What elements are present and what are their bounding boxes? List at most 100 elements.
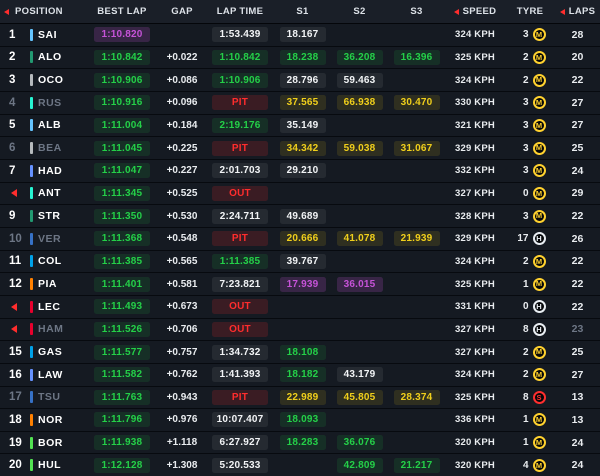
table-row[interactable]: ANT 1:11.345 +0.525 OUT 327 KPH 0 M 29 bbox=[0, 182, 600, 206]
speed-cell: 324 KPH bbox=[445, 69, 505, 91]
table-row[interactable]: 16 LAW 1:11.582 +0.762 1:41.393 18.182 4… bbox=[0, 363, 600, 387]
sector2-cell: 36.076 bbox=[331, 432, 388, 454]
sector2-time bbox=[337, 118, 383, 133]
table-row[interactable]: 1 SAI 1:10.820 1:53.439 18.167 324 KPH 3 bbox=[0, 24, 600, 47]
lap-time-cell: PIT bbox=[206, 137, 274, 159]
gap-value: +0.184 bbox=[166, 119, 198, 131]
sector3-time bbox=[394, 412, 440, 427]
laps-count: 25 bbox=[571, 346, 584, 359]
lap-time-cell: 6:27.927 bbox=[206, 432, 274, 454]
sector2-time: 36.076 bbox=[336, 435, 383, 451]
column-header-label: GAP bbox=[171, 6, 193, 17]
laps-cell: 27 bbox=[555, 92, 600, 114]
sector3-cell bbox=[388, 69, 445, 91]
lap-time-cell: 1:34.732 bbox=[206, 341, 274, 363]
best-lap-time: 1:11.577 bbox=[94, 344, 150, 360]
table-row[interactable]: 3 OCO 1:10.906 +0.086 1:10.906 28.796 59… bbox=[0, 69, 600, 92]
tyre-cell: 8 H bbox=[505, 319, 555, 341]
gap-value: +0.525 bbox=[166, 187, 198, 199]
lap-time-cell: PIT bbox=[206, 228, 274, 250]
columns-scroll-left-icon[interactable] bbox=[4, 8, 9, 15]
best-lap-time: 1:11.938 bbox=[94, 435, 150, 451]
table-row[interactable]: 15 GAS 1:11.577 +0.757 1:34.732 18.108 3… bbox=[0, 341, 600, 364]
last-lap-time: 2:01.703 bbox=[212, 163, 268, 179]
sector2-time bbox=[337, 299, 383, 314]
sector3-time bbox=[394, 277, 440, 292]
speed-cell: 329 KPH bbox=[445, 137, 505, 159]
best-lap-time: 1:11.004 bbox=[94, 117, 150, 133]
table-row[interactable]: 7 HAD 1:11.047 +0.227 2:01.703 29.210 33… bbox=[0, 159, 600, 183]
table-row[interactable]: 2 ALO 1:10.842 +0.022 1:10.842 18.238 36… bbox=[0, 46, 600, 70]
table-row[interactable]: LEC 1:11.493 +0.673 OUT 331 KPH 0 H 22 bbox=[0, 295, 600, 319]
table-row[interactable]: 19 BOR 1:11.938 +1.118 6:27.927 18.283 3… bbox=[0, 431, 600, 455]
table-row[interactable]: 5 ALB 1:11.004 +0.184 2:19.176 35.149 32… bbox=[0, 114, 600, 138]
position-number: 1 bbox=[9, 28, 16, 41]
sector1-time: 18.167 bbox=[279, 27, 326, 43]
columns-scroll-left-icon[interactable] bbox=[559, 8, 565, 15]
lap-time-cell: PIT bbox=[206, 92, 274, 114]
best-lap-time: 1:11.582 bbox=[94, 367, 150, 383]
table-row[interactable]: 20 HUL 1:12.128 +1.308 5:20.533 42.809 2… bbox=[0, 454, 600, 476]
laps-cell: 27 bbox=[555, 115, 600, 137]
tyre-compound-icon: M bbox=[532, 458, 546, 472]
tyre-age: 3 bbox=[522, 119, 529, 131]
table-row[interactable]: 4 RUS 1:10.916 +0.096 PIT 37.565 66.938 … bbox=[0, 91, 600, 115]
gap-value: +1.118 bbox=[166, 437, 198, 449]
lap-time-cell: 1:10.842 bbox=[206, 47, 274, 69]
gap-value: +0.548 bbox=[166, 233, 198, 245]
column-header-label: BEST LAP bbox=[97, 6, 147, 17]
sector2-cell bbox=[331, 341, 388, 363]
tyre-cell: 3 M bbox=[505, 205, 555, 227]
table-row[interactable]: 11 COL 1:11.385 +0.565 1:11.385 39.767 3… bbox=[0, 250, 600, 274]
table-row[interactable]: 18 NOR 1:11.796 +0.976 10:07.407 18.093 … bbox=[0, 409, 600, 432]
speed-cell: 328 KPH bbox=[445, 205, 505, 227]
sector1-time bbox=[280, 322, 326, 337]
best-lap-time: 1:11.350 bbox=[94, 208, 150, 224]
laps-count: 24 bbox=[571, 436, 584, 449]
tyre-age: 2 bbox=[522, 51, 529, 63]
speed-cell: 327 KPH bbox=[445, 183, 505, 205]
tyre-compound-icon: M bbox=[532, 96, 546, 110]
sector2-time bbox=[337, 163, 383, 178]
laps-count: 27 bbox=[571, 119, 584, 132]
tyre-cell: 8 S bbox=[505, 387, 555, 409]
driver-code: SAI bbox=[38, 28, 58, 41]
table-row[interactable]: 6 BEA 1:11.045 +0.225 PIT 34.342 59.038 … bbox=[0, 137, 600, 160]
sector1-time: 20.666 bbox=[279, 231, 326, 247]
speed-cell: 330 KPH bbox=[445, 92, 505, 114]
sector1-cell: 49.689 bbox=[274, 205, 331, 227]
column-header-label: S2 bbox=[353, 6, 366, 17]
table-row[interactable]: 9 STR 1:11.350 +0.530 2:24.711 49.689 32… bbox=[0, 205, 600, 228]
table-row[interactable]: 17 TSU 1:11.763 +0.943 PIT 22.989 45.805… bbox=[0, 386, 600, 410]
speed-value: 331 KPH bbox=[455, 301, 495, 313]
speed-cell: 325 KPH bbox=[445, 47, 505, 69]
table-row[interactable]: HAM 1:11.526 +0.706 OUT 327 KPH 8 H 23 bbox=[0, 318, 600, 342]
sector1-time bbox=[280, 186, 326, 201]
best-lap-cell: 1:11.004 bbox=[86, 115, 158, 137]
position-cell: 4 bbox=[0, 92, 30, 114]
sector2-time: 41.078 bbox=[336, 231, 383, 247]
gap-cell: +0.673 bbox=[158, 296, 206, 318]
driver-code: LEC bbox=[38, 300, 61, 313]
position-cell: 6 bbox=[0, 137, 30, 159]
sector2-time bbox=[337, 345, 383, 360]
team-color-bar bbox=[30, 119, 33, 132]
tyre-cell: 2 M bbox=[505, 251, 555, 273]
sector1-cell: 37.565 bbox=[274, 92, 331, 114]
best-lap-time: 1:11.493 bbox=[94, 299, 150, 315]
table-row[interactable]: 12 PIA 1:11.401 +0.581 7:23.821 17.939 3… bbox=[0, 273, 600, 296]
table-row[interactable]: 10 VER 1:11.368 +0.548 PIT 20.666 41.078… bbox=[0, 227, 600, 251]
sector3-cell bbox=[388, 432, 445, 454]
best-lap-cell: 1:10.906 bbox=[86, 69, 158, 91]
driver-code: HUL bbox=[38, 459, 62, 472]
columns-scroll-left-icon[interactable] bbox=[453, 8, 459, 15]
tyre-compound-icon: M bbox=[532, 436, 546, 450]
driver-cell: HAM bbox=[30, 319, 86, 341]
laps-cell: 27 bbox=[555, 364, 600, 386]
tyre-cell: 3 M bbox=[505, 160, 555, 182]
sector1-cell: 17.939 bbox=[274, 273, 331, 295]
sector1-time: 17.939 bbox=[279, 276, 326, 292]
tyre-age: 1 bbox=[522, 414, 529, 426]
laps-count: 13 bbox=[571, 413, 584, 426]
